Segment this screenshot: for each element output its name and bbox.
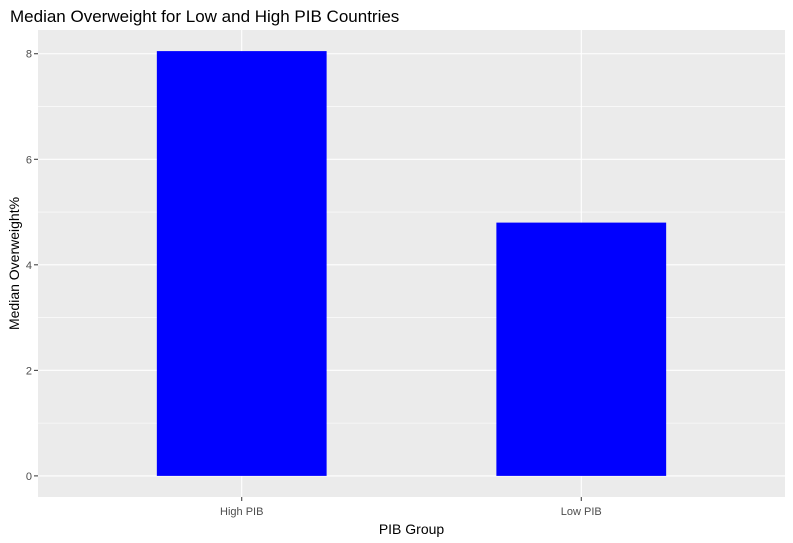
- x-tick-label: High PIB: [220, 506, 263, 518]
- bars: [156, 51, 667, 476]
- bar-high-pib: [156, 51, 327, 476]
- y-tick-label: 8: [26, 49, 32, 61]
- y-axis-title: Median Overweight%: [6, 197, 22, 330]
- y-axis: 0 2 4 6 8: [26, 49, 38, 483]
- chart-title: Median Overweight for Low and High PIB C…: [10, 7, 399, 26]
- y-tick-label: 2: [26, 365, 32, 377]
- y-tick-label: 0: [26, 471, 32, 483]
- plot-panel: [38, 30, 785, 497]
- y-tick-label: 4: [26, 260, 32, 272]
- x-tick-label: Low PIB: [561, 506, 602, 518]
- bar-low-pib: [496, 222, 667, 476]
- y-tick-label: 6: [26, 154, 32, 166]
- x-axis-title: PIB Group: [379, 521, 445, 537]
- x-axis: High PIB Low PIB: [220, 497, 602, 518]
